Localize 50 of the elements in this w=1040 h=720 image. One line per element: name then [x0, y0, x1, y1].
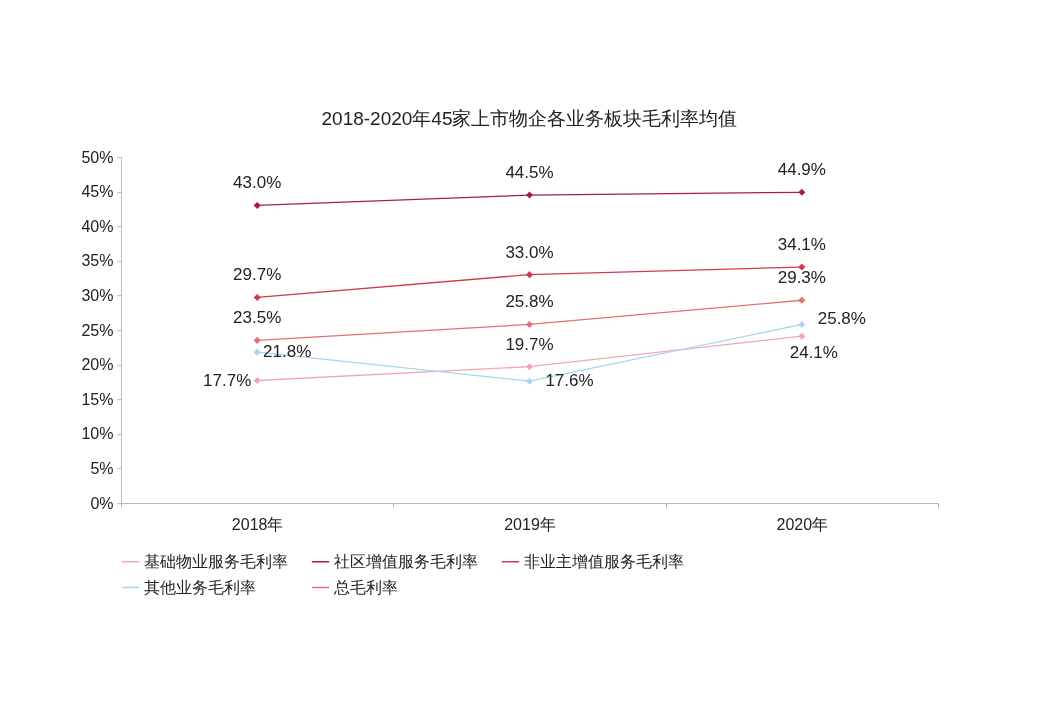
- data-label: 43.0%: [233, 173, 282, 193]
- legend-label: 总毛利率: [333, 578, 398, 596]
- data-label: 19.7%: [505, 334, 554, 354]
- point: [525, 320, 534, 328]
- y-tick-label: 0%: [90, 494, 114, 512]
- point: [798, 188, 806, 196]
- point: [253, 336, 261, 344]
- point: [525, 377, 534, 385]
- y-tick-label: 50%: [81, 148, 114, 166]
- y-tick-label: 20%: [81, 356, 114, 374]
- data-label: 17.7%: [203, 370, 252, 390]
- point: [798, 332, 806, 340]
- data-label: 44.9%: [777, 160, 826, 180]
- legend-label: 其他业务毛利率: [144, 578, 256, 596]
- legend-label: 社区增值服务毛利率: [334, 552, 478, 570]
- y-tick-label: 15%: [81, 390, 114, 408]
- y-tick-label: 40%: [81, 217, 114, 235]
- x-tick-label: 2020年: [776, 515, 829, 533]
- point: [253, 293, 261, 302]
- data-label: 34.1%: [777, 235, 826, 255]
- data-label: 25.8%: [505, 292, 554, 312]
- point: [798, 296, 806, 304]
- data-label: 44.5%: [505, 163, 554, 183]
- y-tick-label: 30%: [81, 286, 114, 304]
- legend-label: 基础物业服务毛利率: [144, 552, 288, 570]
- y-tick-label: 10%: [81, 425, 114, 443]
- data-label: 25.8%: [817, 309, 866, 329]
- point: [253, 348, 261, 356]
- point: [253, 376, 261, 385]
- legend-label: 非业主增值服务毛利率: [524, 552, 684, 570]
- point: [525, 271, 534, 279]
- data-label: 29.3%: [777, 268, 826, 288]
- data-label: 17.6%: [545, 371, 594, 391]
- point: [525, 363, 534, 371]
- y-tick-label: 35%: [81, 252, 114, 270]
- y-tick-label: 5%: [90, 459, 114, 477]
- data-label: 33.0%: [505, 242, 554, 262]
- y-tick-label: 45%: [81, 183, 114, 201]
- data-label: 24.1%: [789, 343, 838, 363]
- point: [525, 191, 534, 199]
- x-tick-label: 2018年: [231, 515, 284, 533]
- point: [798, 320, 806, 328]
- data-label: 23.5%: [233, 308, 282, 328]
- y-tick-label: 25%: [81, 321, 114, 339]
- point: [798, 263, 806, 271]
- data-label: 29.7%: [233, 265, 282, 285]
- data-label: 21.8%: [263, 342, 312, 362]
- x-tick-label: 2019年: [504, 515, 556, 533]
- point: [253, 201, 261, 209]
- chart-title: 2018-2020年45家上市物企各业务板块毛利率均值: [321, 108, 738, 129]
